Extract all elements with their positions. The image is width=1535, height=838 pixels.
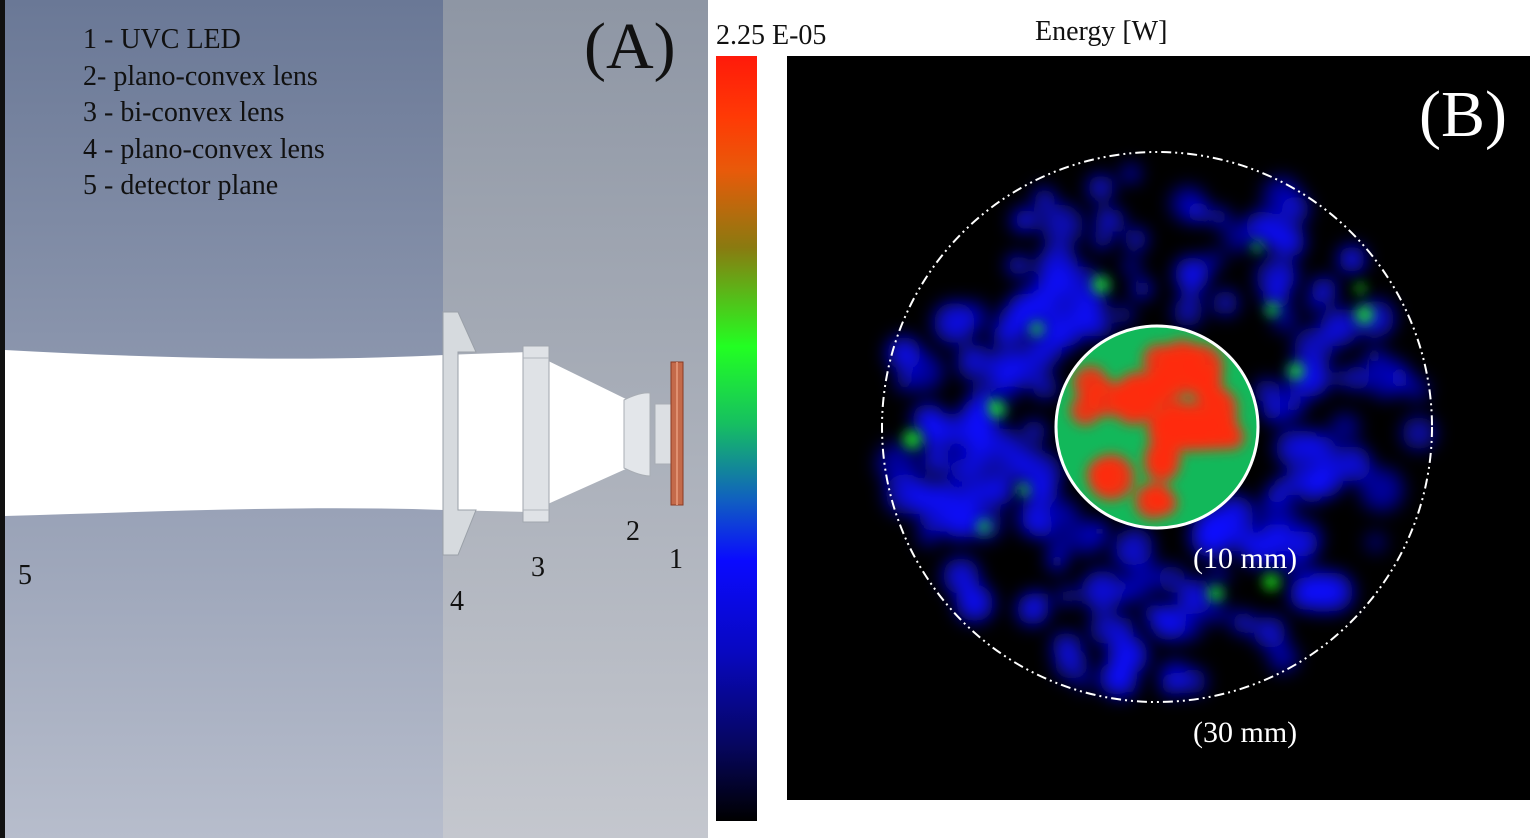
inner-circle-label: (10 mm) (1193, 542, 1298, 575)
led-housing (654, 403, 672, 465)
plano-convex-lens-2 (623, 392, 651, 477)
detector-plane-edge (0, 0, 5, 838)
outer-circle-label: (30 mm) (1193, 716, 1298, 749)
energy-distribution-map: (B) (10 mm) (30 mm) (787, 56, 1530, 800)
plano-convex-lens-4 (442, 311, 477, 556)
bi-convex-lens-3 (522, 345, 550, 523)
optical-layout-panel: 1 - UVC LED 2- plano-convex lens 3 - bi-… (0, 0, 708, 838)
component-number-4: 4 (450, 586, 464, 617)
component-number-3: 3 (531, 552, 545, 583)
inner-spot-energy (1057, 327, 1257, 527)
outer-circle-30mm (881, 151, 1433, 703)
energy-colorbar (716, 56, 757, 821)
light-beam (5, 350, 628, 516)
legend-item: 4 - plano-convex lens (83, 133, 325, 165)
outer-ring-energy (876, 165, 1436, 698)
component-number-2: 2 (626, 516, 640, 547)
legend-item: 2- plano-convex lens (83, 60, 318, 92)
colorbar-max-label: 2.25 E-05 (716, 20, 827, 51)
panel-a-label: (A) (584, 10, 676, 83)
component-number-1: 1 (669, 544, 683, 575)
legend-item: 5 - detector plane (83, 170, 279, 202)
inner-circle-10mm (1054, 324, 1260, 530)
legend-item: 3 - bi-convex lens (83, 97, 285, 129)
optical-layout-drawing (0, 0, 708, 838)
component-number-5: 5 (18, 560, 32, 591)
energy-plot-title: Energy [W] (1035, 16, 1168, 47)
energy-heatmap (876, 151, 1436, 703)
panel-b-label: (B) (1419, 78, 1507, 151)
legend-item: 1 - UVC LED (83, 24, 241, 55)
component-legend: 1 - UVC LED 2- plano-convex lens 3 - bi-… (83, 22, 325, 205)
outer-ring-hotspots (902, 241, 1374, 601)
